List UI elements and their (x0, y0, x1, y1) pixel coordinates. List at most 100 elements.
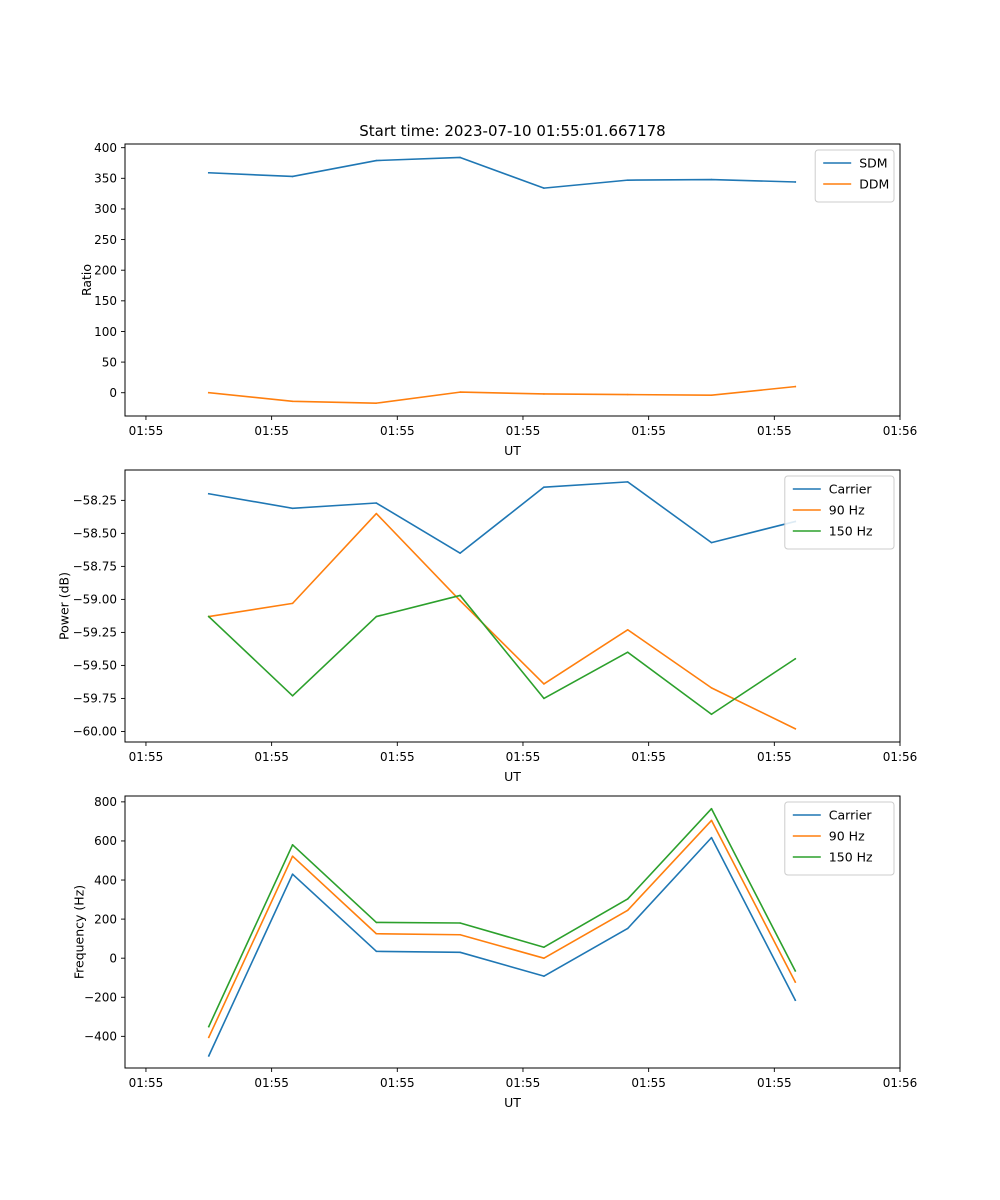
x-tick-label: 01:55 (506, 424, 541, 438)
plot-area (124, 469, 901, 743)
y-axis: 400 350 300 250 200 150 100 50 0 Ratio (79, 141, 125, 400)
y-tick-label: 100 (94, 325, 117, 339)
data-point (626, 651, 629, 654)
series-line-ddm (207, 385, 797, 404)
legend-label: 90 Hz (829, 829, 865, 844)
data-point (207, 171, 210, 174)
data-point (459, 594, 461, 597)
plot-area (124, 143, 901, 417)
series-group (207, 807, 797, 1057)
x-tick-label: 01:55 (254, 1076, 289, 1090)
x-tick-label: 01:55 (757, 750, 792, 764)
subplot-3: 01:55 01:55 01:55 01:55 01:55 01:55 01:56 UT 800… (71, 795, 917, 1110)
data-point (626, 898, 629, 900)
data-point (375, 932, 378, 935)
legend-label: DDM (859, 177, 889, 192)
legend: Carrier 90 Hz 150 Hz (784, 801, 895, 876)
data-point (794, 181, 797, 183)
plot-area (124, 795, 901, 1069)
y-tick-label: 0 (109, 386, 117, 400)
x-tick-label: 01:55 (129, 1076, 164, 1090)
data-point (459, 933, 461, 936)
data-point (794, 727, 797, 730)
legend-label: 150 Hz (829, 850, 873, 865)
data-point (626, 927, 629, 930)
y-tick-label: 250 (94, 233, 117, 247)
data-point (375, 615, 378, 618)
y-tick-label: −58.50 (73, 527, 117, 541)
x-tick-label: 01:55 (757, 424, 792, 438)
x-tick-label: 01:56 (883, 424, 918, 438)
x-tick-label: 01:55 (129, 750, 164, 764)
series-line-sdm (207, 156, 797, 189)
data-point (710, 687, 713, 689)
data-point (794, 999, 797, 1001)
data-point (794, 970, 797, 972)
data-point (794, 385, 797, 388)
data-point (375, 402, 378, 404)
data-point (207, 391, 210, 394)
data-point (375, 159, 378, 162)
y-tick-label: 0 (109, 951, 117, 965)
x-tick-label: 01:55 (380, 424, 415, 438)
y-tick-label: 50 (102, 355, 117, 369)
x-tick-label: 01:55 (631, 750, 666, 764)
chart-title: Start time: 2023-07-10 01:55:01.667178 (359, 122, 665, 140)
data-point (375, 512, 378, 515)
y-tick-label: 300 (94, 202, 117, 216)
y-axis: 800 600 400 200 0 −200 −400 Frequency (Hz) (71, 795, 125, 1044)
data-point (375, 950, 378, 953)
data-point (626, 481, 629, 483)
x-axis-label: UT (504, 769, 521, 784)
y-tick-label: −58.75 (73, 560, 117, 574)
subplots: Start time: 2023-07-10 01:55:01.66717801… (57, 122, 918, 1110)
data-point (459, 156, 461, 159)
data-point (459, 951, 461, 954)
x-tick-label: 01:55 (254, 750, 289, 764)
subplot-2: 01:55 01:55 01:55 01:55 01:55 01:55 01:56 UT −58… (57, 469, 917, 784)
y-axis-label: Frequency (Hz) (71, 885, 86, 979)
data-point (375, 921, 378, 924)
x-tick-label: 01:55 (129, 424, 164, 438)
y-axis-label: Ratio (79, 264, 94, 296)
data-point (543, 946, 545, 949)
data-point (291, 694, 294, 697)
legend-label: Carrier (829, 482, 873, 497)
data-point (291, 175, 294, 178)
series-line-90-hz (207, 512, 797, 730)
data-point (291, 400, 294, 403)
data-point (543, 697, 545, 700)
y-tick-label: 600 (94, 834, 117, 848)
data-point (543, 683, 545, 685)
data-point (459, 599, 461, 602)
y-tick-label: −60.00 (73, 725, 117, 739)
data-point (543, 957, 545, 959)
data-point (291, 844, 294, 846)
y-tick-label: 200 (94, 912, 117, 926)
x-axis: 01:55 01:55 01:55 01:55 01:55 01:55 01:56 UT (129, 1068, 918, 1110)
x-tick-label: 01:56 (883, 1076, 918, 1090)
data-point (543, 393, 545, 395)
data-point (207, 615, 210, 618)
subplot-1: Start time: 2023-07-10 01:55:01.66717801… (79, 122, 917, 458)
data-point (459, 922, 461, 924)
data-point (710, 819, 713, 822)
data-point (543, 975, 545, 977)
data-point (626, 909, 629, 912)
legend-label: Carrier (829, 808, 873, 823)
x-tick-label: 01:55 (631, 1076, 666, 1090)
y-tick-label: 400 (94, 873, 117, 887)
series-line-150-hz (207, 807, 797, 1028)
data-point (459, 391, 461, 393)
y-tick-label: −400 (84, 1030, 117, 1044)
y-tick-label: −200 (84, 991, 117, 1005)
x-tick-label: 01:55 (506, 750, 541, 764)
y-tick-label: −58.25 (73, 494, 117, 508)
x-tick-label: 01:55 (631, 424, 666, 438)
series-line-90-hz (207, 819, 797, 1039)
x-tick-label: 01:55 (506, 1076, 541, 1090)
data-point (207, 1055, 210, 1057)
y-tick-label: 200 (94, 263, 117, 277)
data-point (794, 658, 797, 660)
series-line-carrier (207, 836, 797, 1057)
